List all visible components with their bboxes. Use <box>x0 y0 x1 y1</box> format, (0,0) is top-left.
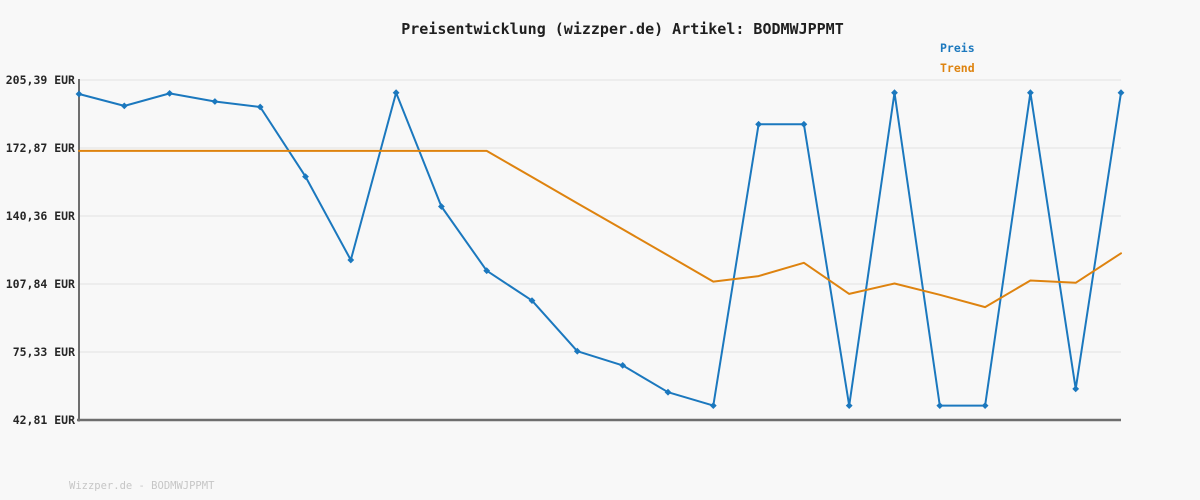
y-axis-tick-label: 42,81 EUR <box>12 413 75 427</box>
preis-point <box>709 402 717 409</box>
trend-line <box>78 149 1122 309</box>
preis-point <box>619 362 627 369</box>
preis-point <box>573 347 581 355</box>
y-axis-tick-label: 140,36 EUR <box>5 208 75 223</box>
preis-point <box>981 402 989 409</box>
preis-line <box>78 91 1122 407</box>
legend-item-preis: Preis <box>940 38 975 58</box>
preis-point <box>891 89 898 97</box>
preis-point <box>256 103 264 111</box>
preis-point <box>528 297 536 304</box>
watermark-text: Wizzper.de - BODMWJPPMT <box>69 480 215 492</box>
preis-point <box>1072 385 1080 393</box>
preis-point <box>347 256 355 264</box>
preis-point <box>800 120 808 128</box>
preis-point <box>1117 89 1125 97</box>
preis-point <box>120 102 128 110</box>
chart-title: Preisentwicklung (wizzper.de) Artikel: B… <box>401 20 844 38</box>
preis-point <box>1027 89 1034 97</box>
y-axis-tick-label: 75,33 EUR <box>12 344 75 359</box>
y-axis-tick-label: 172,87 EUR <box>5 141 75 155</box>
chart-legend: Preis Trend <box>940 38 975 78</box>
legend-label-preis: Preis <box>940 41 975 55</box>
preis-point <box>936 402 944 409</box>
preis-point <box>392 89 400 97</box>
preis-point <box>845 402 853 409</box>
y-axis-tick-label: 205,39 EUR <box>5 73 75 87</box>
preis-point <box>211 98 219 105</box>
preis-point <box>438 203 445 210</box>
preis-point <box>755 120 762 128</box>
preis-point <box>166 90 173 97</box>
preis-point <box>483 267 491 275</box>
legend-label-trend: Trend <box>940 61 975 75</box>
preis-point <box>664 388 672 396</box>
legend-item-trend: Trend <box>940 58 975 78</box>
preis-point <box>302 173 309 180</box>
preis-point <box>75 90 83 98</box>
y-axis-tick-label: 107,84 EUR <box>5 277 75 291</box>
